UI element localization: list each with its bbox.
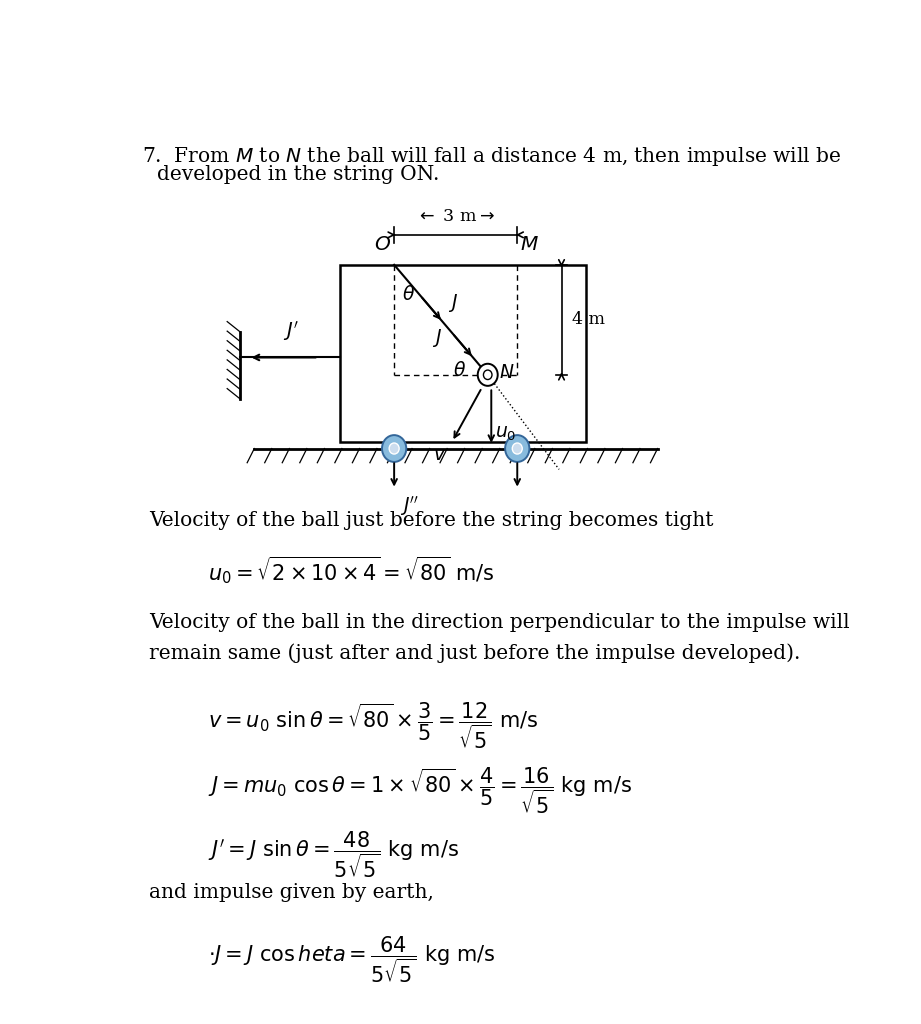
Text: Velocity of the ball in the direction perpendicular to the impulse will: Velocity of the ball in the direction pe…: [149, 613, 850, 632]
Text: $J''$: $J''$: [400, 495, 419, 518]
Text: $u_0$: $u_0$: [495, 425, 517, 443]
Text: $M$: $M$: [520, 234, 539, 254]
Text: $\leftarrow$ 3 m$\rightarrow$: $\leftarrow$ 3 m$\rightarrow$: [416, 208, 495, 225]
Circle shape: [484, 370, 492, 380]
Circle shape: [390, 443, 399, 454]
Text: $J = mu_0\ \cos\theta = 1 \times \sqrt{80} \times \dfrac{4}{5} = \dfrac{16}{\sqr: $J = mu_0\ \cos\theta = 1 \times \sqrt{8…: [208, 765, 632, 815]
Text: $\theta$: $\theta$: [402, 286, 415, 304]
Text: $O$: $O$: [374, 234, 391, 254]
Text: developed in the string ON.: developed in the string ON.: [157, 165, 439, 183]
Text: and impulse given by earth,: and impulse given by earth,: [149, 883, 435, 902]
Text: $J' = J\ \sin\theta = \dfrac{48}{5\sqrt{5}}\ \mathrm{kg\ m/s}$: $J' = J\ \sin\theta = \dfrac{48}{5\sqrt{…: [208, 829, 459, 881]
Circle shape: [382, 435, 406, 462]
Circle shape: [505, 435, 530, 462]
Text: $N$: $N$: [499, 365, 515, 382]
Circle shape: [512, 443, 522, 454]
Text: 4 m: 4 m: [572, 311, 605, 329]
Text: remain same (just after and just before the impulse developed).: remain same (just after and just before …: [149, 643, 800, 663]
Text: Velocity of the ball just before the string becomes tight: Velocity of the ball just before the str…: [149, 511, 714, 529]
Text: $J'$: $J'$: [283, 319, 298, 343]
Text: $\theta$: $\theta$: [452, 361, 466, 380]
Bar: [340, 265, 587, 442]
Text: $\cdot J = J\ \cos	heta = \dfrac{64}{5\sqrt{5}}\ \mathrm{kg\ m/s}$: $\cdot J = J\ \cos heta = \dfrac{64}{5\s…: [208, 934, 495, 985]
Text: $v = u_0\ \sin\theta = \sqrt{80} \times \dfrac{3}{5} = \dfrac{12}{\sqrt{5}}\ \ma: $v = u_0\ \sin\theta = \sqrt{80} \times …: [208, 700, 539, 751]
Circle shape: [478, 364, 497, 386]
Text: 7.  From $M$ to $N$ the ball will fall a distance 4 m, then impulse will be: 7. From $M$ to $N$ the ball will fall a …: [142, 145, 842, 168]
Text: $v$: $v$: [433, 445, 447, 464]
Text: $u_0 = \sqrt{2 \times 10 \times 4} = \sqrt{80}\ \mathrm{m/s}$: $u_0 = \sqrt{2 \times 10 \times 4} = \sq…: [208, 554, 495, 586]
Text: $J$: $J$: [432, 327, 442, 349]
Text: $J$: $J$: [448, 292, 458, 313]
